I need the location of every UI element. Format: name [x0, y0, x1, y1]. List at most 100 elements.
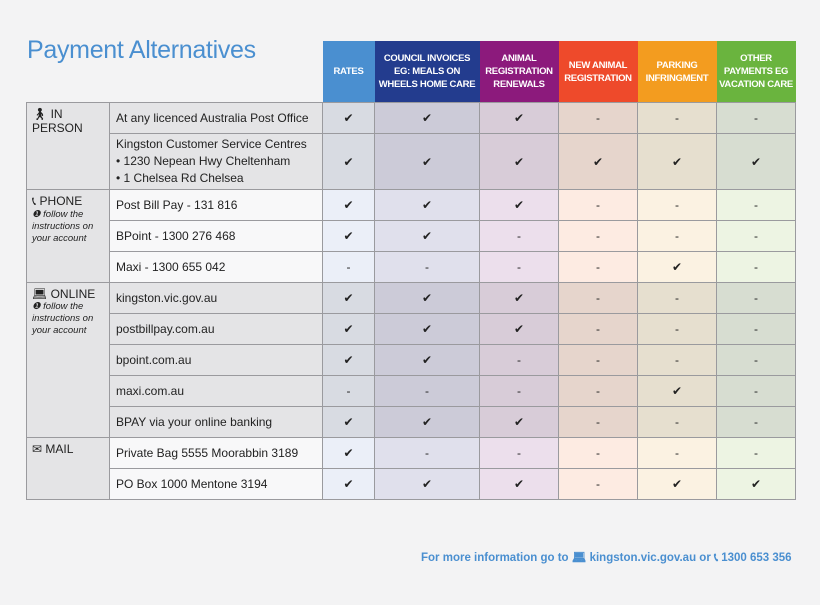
- footer-prefix: For more information go to: [421, 552, 569, 564]
- dash-mark: -: [558, 437, 638, 469]
- check-icon: ✔: [322, 133, 375, 190]
- check-icon: ✔: [479, 189, 559, 221]
- check-icon: ✔: [374, 102, 480, 134]
- dash-mark: -: [558, 189, 638, 221]
- table-row: BPoint - 1300 276 468 ✔ ✔ - - - -: [27, 220, 796, 252]
- dash-mark: -: [558, 282, 638, 314]
- payment-method: Post Bill Pay - 131 816: [109, 189, 323, 221]
- envelope-icon: ✉: [32, 442, 43, 456]
- table-row: 🚶︎ IN PERSON At any licenced Australia Po…: [26, 102, 796, 190]
- dash-mark: -: [558, 344, 638, 376]
- dash-mark: -: [716, 282, 796, 314]
- payment-method: Private Bag 5555 Moorabbin 3189: [109, 437, 323, 469]
- column-header: ANIMAL REGISTRATION RENEWALS: [479, 41, 559, 103]
- method-line: Post Bill Pay - 131 816: [116, 197, 238, 212]
- table-row: BPAY via your online banking ✔ ✔ ✔ - - -: [27, 406, 796, 438]
- method-line: Private Bag 5555 Moorabbin 3189: [116, 445, 299, 460]
- method-line: Maxi - 1300 655 042: [116, 259, 226, 274]
- check-icon: ✔: [637, 133, 717, 190]
- table-row: Maxi - 1300 655 042- - - - ✔ -: [27, 251, 796, 283]
- website-link[interactable]: kingston.vic.gov.au: [589, 552, 697, 564]
- phone-number[interactable]: 1300 653 356: [721, 552, 792, 564]
- check-icon: ✔: [322, 313, 375, 345]
- phone-icon: 📞︎: [32, 194, 37, 208]
- check-icon: ✔: [479, 406, 559, 438]
- dash-mark: -: [637, 220, 717, 252]
- dash-mark: -: [637, 282, 717, 314]
- check-icon: ✔: [374, 344, 480, 376]
- group-label: MAIL: [45, 442, 74, 456]
- method-line: kingston.vic.gov.au: [116, 290, 218, 305]
- dash-mark: -: [716, 406, 796, 438]
- dash-mark: -: [637, 102, 717, 134]
- dash-mark: -: [558, 468, 638, 500]
- check-icon: ✔: [716, 133, 796, 190]
- check-icon: ✔: [322, 220, 375, 252]
- dash-mark: -: [637, 406, 717, 438]
- column-header: RATES: [322, 41, 375, 103]
- header-row: RATES COUNCIL INVOICES EG: MEALS ON WHEEL…: [27, 41, 796, 103]
- method-line: BPoint - 1300 276 468: [116, 228, 236, 243]
- check-icon: ✔: [322, 102, 375, 134]
- method-line: postbillpay.com.au: [116, 321, 215, 336]
- table-row: ✉ MAIL Private Bag 5555 Moorabbin 3189 ✔ - -…: [26, 437, 796, 500]
- dash-mark: -: [374, 375, 480, 407]
- payment-method: kingston.vic.gov.au: [109, 282, 323, 314]
- table-row: 📞︎ PHONE ❶ follow the instructions on you…: [26, 189, 796, 283]
- check-icon: ✔: [374, 220, 480, 252]
- check-icon: ✔: [322, 437, 375, 469]
- group-cell: 🚶︎ IN PERSON: [26, 102, 110, 190]
- info-icon: ❶: [32, 209, 41, 220]
- dash-mark: -: [558, 102, 638, 134]
- table-row: 💻︎ ONLINE ❶ follow the instructions on yo…: [26, 282, 796, 438]
- payment-method: Maxi - 1300 655 042: [109, 251, 323, 283]
- dash-mark: -: [479, 375, 559, 407]
- dash-mark: -: [716, 102, 796, 134]
- dash-mark: -: [558, 406, 638, 438]
- dash-mark: -: [716, 375, 796, 407]
- method-line: At any licenced Australia Post Office: [116, 110, 309, 125]
- check-icon: ✔: [322, 282, 375, 314]
- method-line: Kingston Customer Service Centres: [116, 137, 307, 151]
- method-line: BPAY via your online banking: [116, 414, 273, 429]
- check-icon: ✔: [479, 313, 559, 345]
- column-header: NEW ANIMAL REGISTRATION: [558, 41, 638, 103]
- group-cell: ✉ MAIL: [26, 437, 110, 500]
- check-icon: ✔: [374, 468, 480, 500]
- payment-method: BPoint - 1300 276 468: [109, 220, 323, 252]
- payment-method: At any licenced Australia Post Office: [109, 102, 323, 134]
- dash-mark: -: [637, 344, 717, 376]
- dash-mark: -: [558, 220, 638, 252]
- check-icon: ✔: [479, 468, 559, 500]
- group-label: IN PERSON: [32, 107, 83, 135]
- check-icon: ✔: [479, 133, 559, 190]
- dash-mark: -: [558, 375, 638, 407]
- dash-mark: -: [637, 189, 717, 221]
- dash-mark: -: [637, 313, 717, 345]
- payment-method: PO Box 1000 Mentone 3194: [109, 468, 323, 500]
- walking-person-icon: 🚶︎: [32, 107, 48, 121]
- check-icon: ✔: [637, 468, 717, 500]
- dash-mark: -: [374, 437, 480, 469]
- check-icon: ✔: [558, 133, 638, 190]
- dash-mark: -: [716, 344, 796, 376]
- dash-mark: -: [716, 189, 796, 221]
- table-row: postbillpay.com.au ✔ ✔ ✔ - - -: [27, 313, 796, 345]
- dash-mark: -: [716, 313, 796, 345]
- check-icon: ✔: [374, 189, 480, 221]
- check-icon: ✔: [374, 313, 480, 345]
- info-icon: ❶: [32, 301, 41, 312]
- group-cell: 💻︎ ONLINE ❶ follow the instructions on yo…: [26, 282, 110, 438]
- note-text: follow the instructions on your account: [32, 301, 94, 336]
- check-icon: ✔: [322, 189, 375, 221]
- table-row: maxi.com.au - - - - ✔ -: [27, 375, 796, 407]
- payment-table: RATES COUNCIL INVOICES EG: MEALS ON WHEEL…: [26, 41, 796, 500]
- footer-info: For more information go to 💻︎ kingston.v…: [421, 550, 792, 565]
- dash-mark: -: [716, 251, 796, 283]
- method-line: • 1 Chelsea Rd Chelsea: [116, 171, 244, 185]
- check-icon: ✔: [322, 468, 375, 500]
- table-row: Kingston Customer Service Centres • 1230 …: [27, 133, 796, 190]
- method-line: • 1230 Nepean Hwy Cheltenham: [116, 154, 291, 168]
- table-row: PO Box 1000 Mentone 3194 ✔ ✔ ✔ - ✔ ✔: [27, 468, 796, 500]
- group-note: ❶ follow the instructions on your accoun…: [32, 301, 104, 337]
